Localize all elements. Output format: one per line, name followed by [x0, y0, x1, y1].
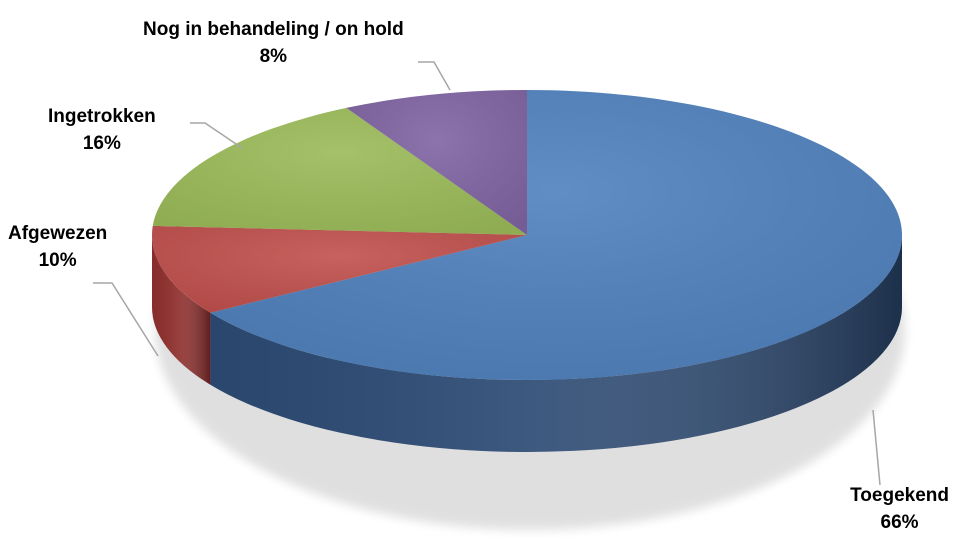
slice-label-on-hold: Nog in behandeling / on hold 8%	[143, 16, 404, 70]
slice-label-afgewezen: Afgewezen 10%	[8, 220, 107, 274]
leader-line-toegekend	[872, 409, 881, 486]
pie-side-toegekend-shade	[210, 235, 903, 452]
pie-slice-nog-in-behandeling-on-hold-shade	[346, 90, 527, 235]
slice-label-on-hold-name: Nog in behandeling / on hold	[143, 19, 404, 40]
leader-line-ingetrokken	[190, 122, 243, 149]
pie-slices	[151, 90, 903, 380]
pie-side-afgewezen-shade	[152, 235, 211, 385]
pie-slice-ingetrokken-shade	[152, 107, 527, 235]
pie-slice-afgewezen-shade	[151, 225, 527, 313]
slice-label-toegekend-name: Toegekend	[850, 485, 949, 506]
leader-line-on-hold	[418, 61, 451, 91]
slice-label-afgewezen-name: Afgewezen	[8, 223, 108, 244]
slice-label-afgewezen-percent: 10%	[38, 250, 77, 271]
slice-label-ingetrokken-percent: 16%	[82, 133, 121, 154]
slice-label-ingetrokken: Ingetrokken 16%	[48, 103, 156, 157]
leader-lines	[93, 61, 881, 486]
slice-label-toegekend: Toegekend 66%	[850, 482, 949, 536]
slice-label-toegekend-percent: 66%	[880, 512, 919, 533]
pie-slice-toegekend-shade	[210, 90, 903, 380]
pie-sides	[152, 235, 903, 452]
leader-line-afgewezen	[93, 282, 159, 357]
slice-label-on-hold-percent: 8%	[259, 46, 288, 67]
slice-label-ingetrokken-name: Ingetrokken	[48, 106, 156, 127]
